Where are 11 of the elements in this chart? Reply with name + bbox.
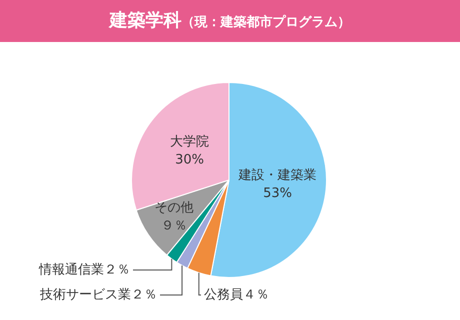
- slice-label: 技術サービス業２％: [39, 287, 157, 302]
- slice-label: 建設・建築業: [238, 168, 317, 183]
- slice-label: 公務員４％: [204, 287, 269, 302]
- slice-label: 大学院: [170, 134, 210, 150]
- data-label: 53%: [263, 186, 292, 201]
- data-label: ９％: [161, 218, 188, 234]
- data-label: 30%: [175, 152, 204, 168]
- chart-title: 建築学科: [110, 10, 182, 31]
- slice-label: その他: [154, 200, 194, 216]
- slice-label: 情報通信業２％: [38, 262, 130, 278]
- chart-subtitle: （現：建築都市プログラム）: [182, 15, 350, 30]
